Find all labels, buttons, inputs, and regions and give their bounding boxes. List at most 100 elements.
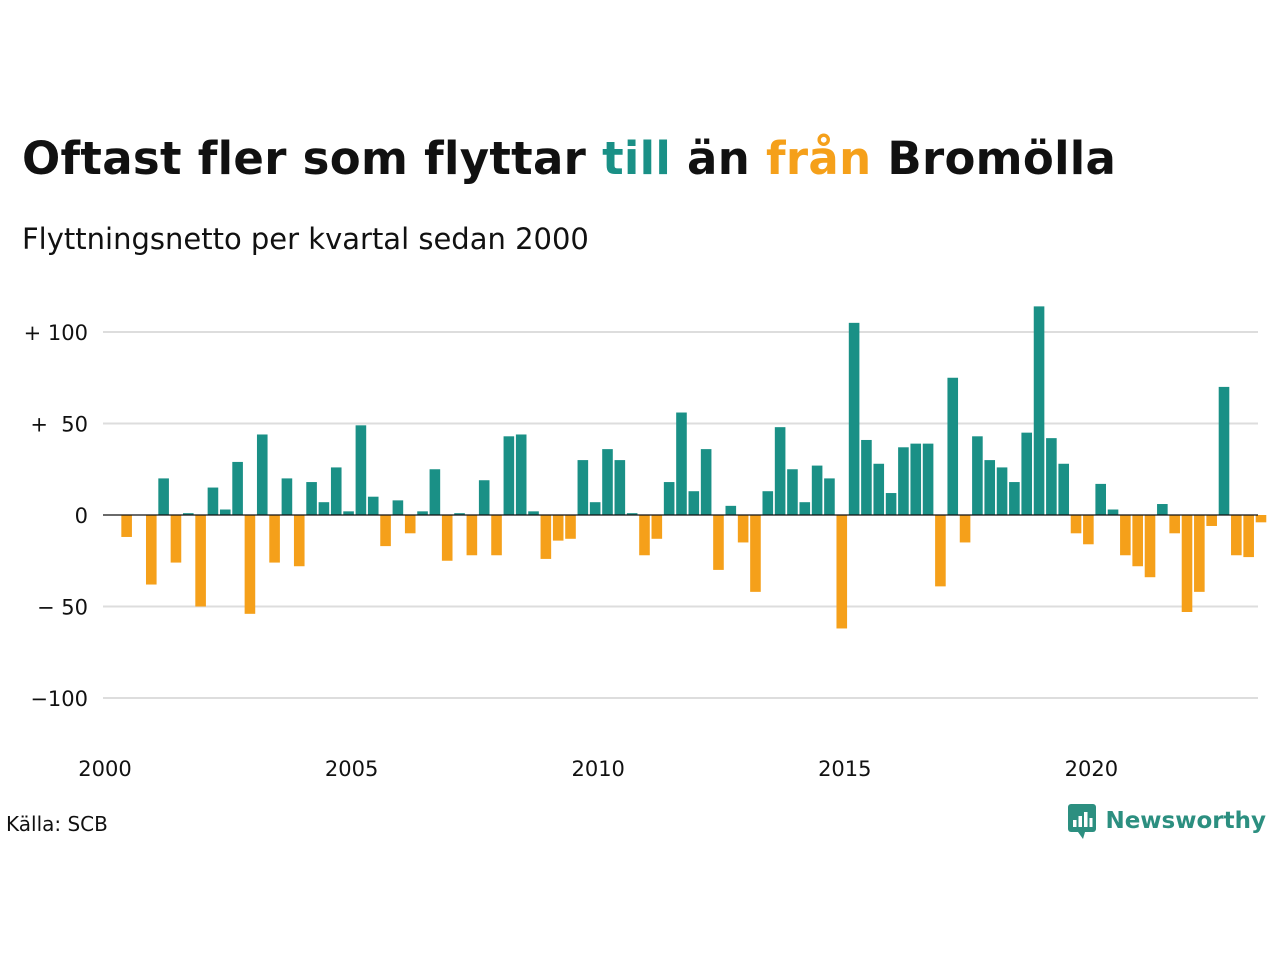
bar (552, 515, 564, 541)
title-part-2: än (671, 132, 767, 185)
bar (145, 515, 157, 585)
bar (885, 493, 897, 515)
bar (1255, 515, 1267, 523)
bar (787, 469, 798, 515)
bar (244, 515, 256, 614)
bar (1083, 515, 1094, 545)
axes: + 100 + 50 0 − 50 −100 2000 2005 2010 2015 2020 (24, 321, 1258, 781)
brand-name: Newsworthy (1105, 808, 1266, 834)
bar (984, 460, 996, 515)
bar (1206, 515, 1217, 526)
bar (688, 491, 700, 515)
bar (947, 377, 959, 515)
bar (1046, 438, 1057, 515)
bar (441, 515, 453, 561)
bar (602, 449, 613, 515)
bar (330, 467, 342, 515)
bar (1021, 432, 1033, 515)
bar (614, 460, 626, 515)
bar (195, 515, 206, 607)
title-highlight-from: från (766, 132, 872, 185)
bar (676, 412, 687, 515)
x-tick-label: 2005 (325, 757, 378, 781)
bar (1058, 463, 1070, 515)
bar (269, 515, 280, 563)
bar (824, 478, 835, 515)
x-tick-label: 2000 (78, 757, 131, 781)
bar (1169, 515, 1180, 534)
y-tick-label: 0 (75, 504, 88, 528)
bar (454, 513, 465, 515)
bar (503, 436, 515, 515)
source-label: Källa: SCB (6, 812, 108, 836)
bar (725, 505, 737, 515)
bar (1194, 515, 1205, 592)
bar (306, 482, 317, 515)
bar (589, 502, 601, 515)
bar (1144, 515, 1156, 578)
x-tick-label: 2020 (1065, 757, 1118, 781)
bar (491, 515, 502, 556)
bar (1033, 306, 1045, 515)
bar (540, 515, 552, 559)
bar (392, 500, 404, 515)
bar (1231, 515, 1242, 556)
bar (626, 513, 638, 515)
bar (417, 511, 428, 515)
bar (121, 515, 132, 537)
bar (910, 443, 922, 515)
x-tick-label: 2010 (571, 757, 624, 781)
bar (466, 515, 478, 556)
bar (1132, 515, 1143, 567)
bar (1243, 515, 1254, 558)
bar (355, 425, 367, 515)
bar (1095, 483, 1106, 515)
bar (848, 322, 860, 515)
bar (836, 515, 848, 629)
bar (281, 478, 293, 515)
bar (713, 515, 724, 570)
bar (1070, 515, 1082, 534)
bar (811, 465, 823, 515)
bar (182, 513, 194, 515)
bar (404, 515, 416, 534)
bar (996, 467, 1008, 515)
chart-subtitle: Flyttningsnetto per kvartal sedan 2000 (22, 222, 589, 256)
bar (158, 478, 169, 515)
bar (565, 515, 576, 539)
title-highlight-to: till (602, 132, 672, 185)
x-tick-label: 2015 (818, 757, 871, 781)
bar (343, 511, 354, 515)
bar (528, 511, 539, 515)
bars (121, 306, 1267, 629)
bar (639, 515, 650, 556)
bar (861, 439, 872, 515)
bar (651, 515, 663, 539)
bar (873, 463, 885, 515)
y-tick-label: − 50 (37, 596, 88, 620)
bar (170, 515, 182, 563)
bar (762, 491, 774, 515)
bar (1157, 504, 1168, 515)
bar (232, 461, 243, 515)
bar (1181, 515, 1193, 612)
bar (207, 487, 219, 515)
bar (380, 515, 391, 547)
bar (367, 496, 379, 515)
bar (750, 515, 761, 592)
bar (429, 469, 441, 515)
y-tick-label: −100 (30, 687, 88, 711)
bar (799, 502, 811, 515)
newsworthy-logo-icon (1068, 804, 1097, 839)
bar (935, 515, 946, 587)
bar (922, 443, 934, 515)
bar (1120, 515, 1131, 556)
bar (293, 515, 305, 567)
bar (700, 449, 712, 515)
bar (1009, 482, 1020, 515)
y-tick-label: + 100 (24, 321, 88, 345)
bar (478, 480, 490, 515)
bar-chart: + 100 + 50 0 − 50 −100 2000 2005 2010 2015 2020 (24, 306, 1267, 781)
chart-title: Oftast fler som flyttar till än från Bro… (22, 132, 1116, 185)
bar (737, 515, 749, 543)
